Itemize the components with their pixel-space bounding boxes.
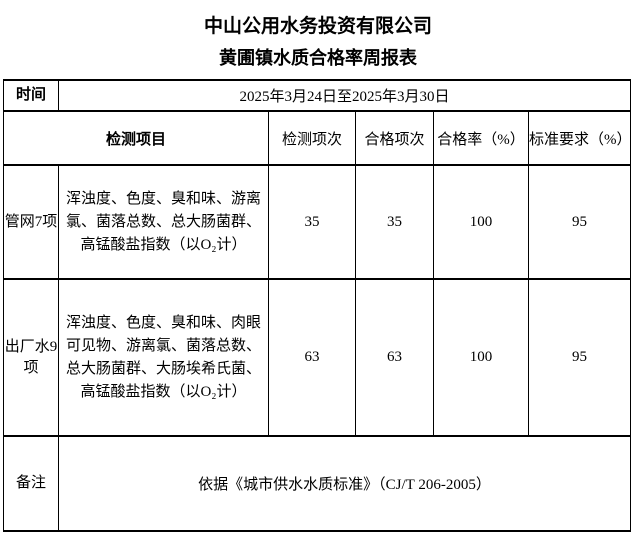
row-standard-cell: 95 — [528, 278, 631, 437]
header-item-cell: 检测项目 — [3, 110, 269, 166]
time-value-cell: 2025年3月24日至2025年3月30日 — [58, 79, 631, 112]
remark-value-cell: 依据《城市供水水质标准》（CJ/T 206-2005） — [58, 435, 631, 532]
table-row-remark: 备注 依据《城市供水水质标准》（CJ/T 206-2005） — [3, 435, 631, 532]
row-tested-cell: 63 — [268, 278, 356, 437]
table-row-time: 时间 2025年3月24日至2025年3月30日 — [3, 79, 631, 112]
row-passed-cell: 35 — [355, 164, 434, 280]
row-tested-cell: 35 — [268, 164, 356, 280]
header-tested-count-cell: 检测项次 — [268, 110, 356, 166]
table-row-pipe-network: 管网7项 浑浊度、色度、臭和味、游离氯、菌落总数、总大肠菌群、高锰酸盐指数（以O… — [3, 164, 631, 280]
company-title: 中山公用水务投资有限公司 — [203, 16, 432, 37]
table-row-finished-water: 出厂水9项 浑浊度、色度、臭和味、肉眼可见物、游离氯、菌落总数、总大肠菌群、大肠… — [3, 278, 631, 437]
row-items-cell: 浑浊度、色度、臭和味、肉眼可见物、游离氯、菌落总数、总大肠菌群、大肠埃希氏菌、高… — [58, 278, 269, 437]
header-standard-cell: 标准要求（%） — [528, 110, 631, 166]
header-pass-rate-cell: 合格率（%） — [433, 110, 529, 166]
water-quality-table: 时间 2025年3月24日至2025年3月30日 检测项目 检测项次 合格项次 … — [3, 79, 631, 532]
table-row-header: 检测项目 检测项次 合格项次 合格率（%） 标准要求（%） — [3, 110, 631, 166]
time-label-cell: 时间 — [3, 79, 59, 112]
row-items-cell: 浑浊度、色度、臭和味、游离氯、菌落总数、总大肠菌群、高锰酸盐指数（以O₂计） — [58, 164, 269, 280]
row-passed-cell: 63 — [355, 278, 434, 437]
row-rate-cell: 100 — [433, 278, 529, 437]
row-standard-cell: 95 — [528, 164, 631, 280]
report-title: 黄圃镇水质合格率周报表 — [219, 48, 417, 68]
header-passed-count-cell: 合格项次 — [355, 110, 434, 166]
row-label-cell: 管网7项 — [3, 164, 59, 280]
row-rate-cell: 100 — [433, 164, 529, 280]
row-label-cell: 出厂水9项 — [3, 278, 59, 437]
remark-label-cell: 备注 — [3, 435, 59, 532]
